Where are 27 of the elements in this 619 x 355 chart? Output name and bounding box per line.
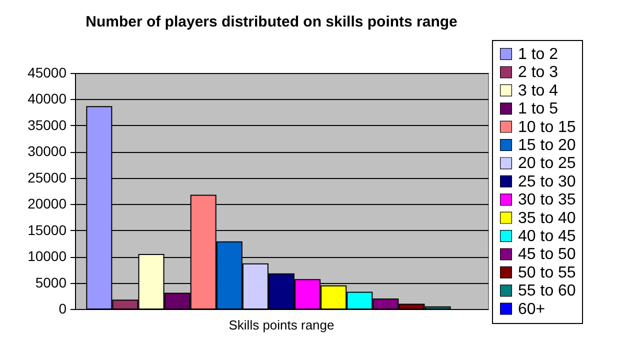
legend-label: 30 to 35 — [518, 192, 576, 209]
legend-label: 35 to 40 — [518, 210, 576, 227]
chart-title: Number of players distributed on skills points range — [86, 14, 458, 30]
y-tick-label: 10000 — [28, 248, 67, 264]
y-tick-label: 0 — [58, 300, 67, 316]
y-tick-label: 20000 — [28, 196, 67, 212]
legend-label: 45 to 50 — [518, 246, 576, 264]
y-tick-label: 35000 — [28, 116, 67, 133]
legend-label: 2 to 3 — [518, 64, 558, 82]
legend-label: 25 to 30 — [518, 173, 576, 190]
y-tick-label: 45000 — [28, 64, 67, 80]
y-tick-label: 25000 — [28, 169, 67, 186]
legend-label: 60+ — [518, 300, 546, 318]
y-tick-label: 15000 — [28, 222, 67, 238]
y-tick-label: 5000 — [35, 274, 67, 290]
legend-label: 10 to 15 — [518, 118, 576, 136]
y-tick-label: 40000 — [28, 90, 67, 107]
legend-label: 1 to 5 — [518, 100, 558, 118]
legend-label: 3 to 4 — [518, 82, 558, 100]
legend-label: 15 to 20 — [518, 137, 576, 154]
legend-label: 1 to 2 — [518, 46, 558, 63]
legend-label: 55 to 60 — [518, 282, 576, 300]
legend-label: 40 to 45 — [518, 228, 576, 245]
x-tick-label: Skills points range — [228, 318, 334, 332]
legend-label: 50 to 55 — [518, 264, 576, 282]
y-tick-label: 30000 — [28, 143, 67, 160]
legend-label: 20 to 25 — [518, 155, 576, 172]
